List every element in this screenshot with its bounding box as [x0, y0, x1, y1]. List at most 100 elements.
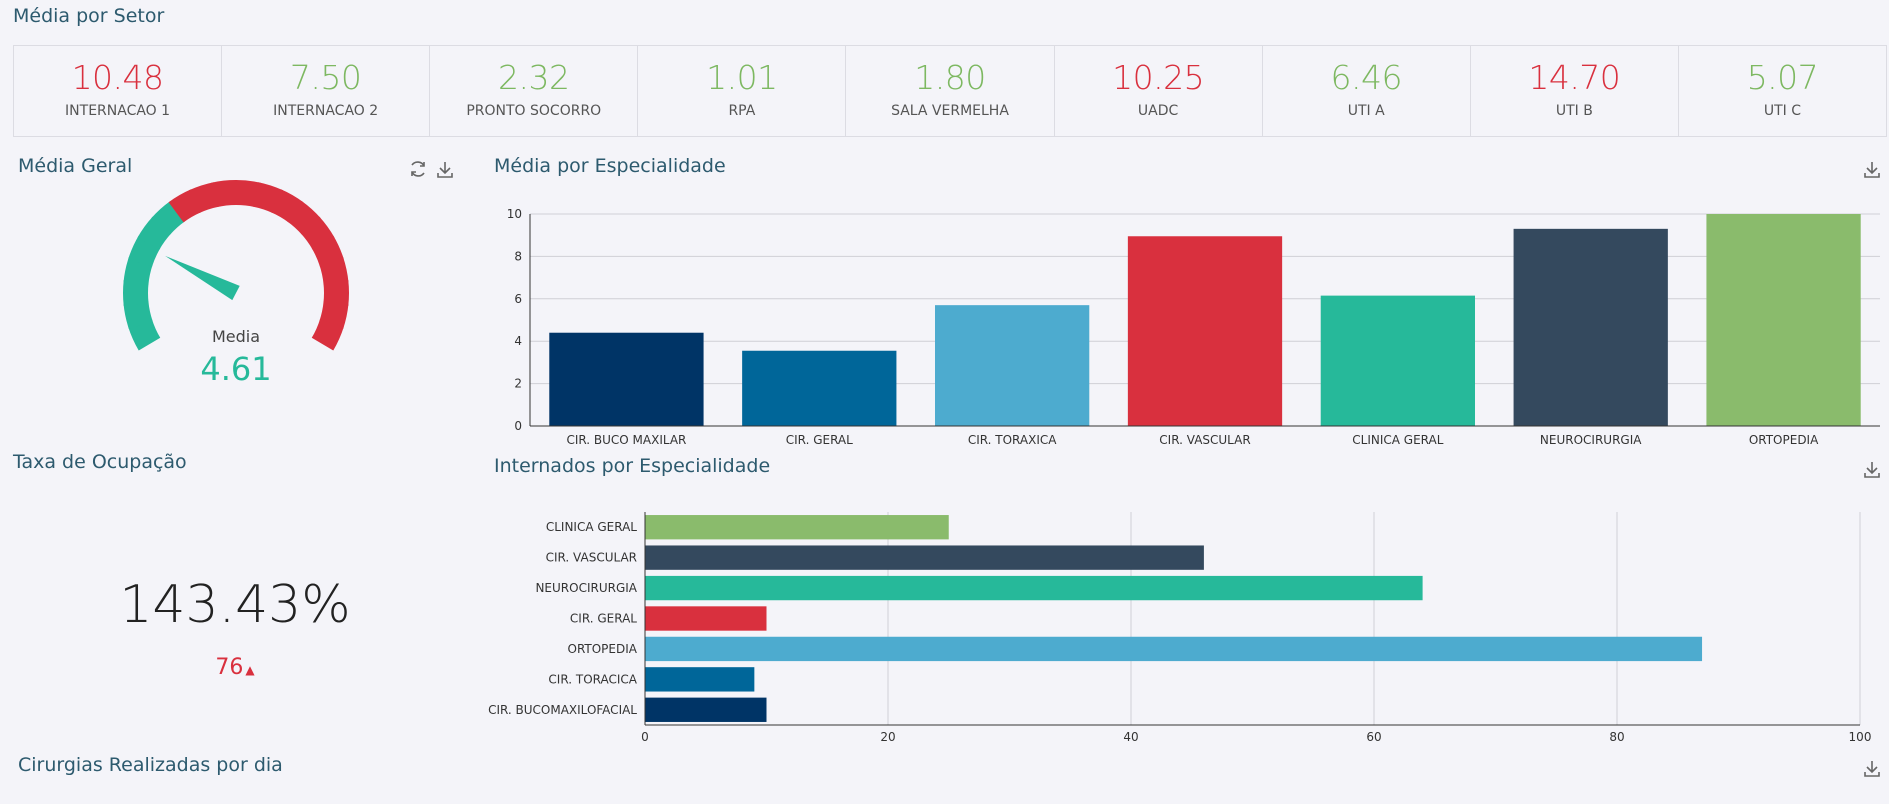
gauge-segment [311, 235, 344, 267]
bar [742, 350, 897, 426]
refresh-icon[interactable] [408, 159, 428, 183]
gauge-segment [311, 319, 344, 351]
taxa-ocupacao-title: Taxa de Ocupação [13, 451, 187, 473]
setor-kpi-label: PRONTO SOCORRO [466, 103, 602, 119]
setor-kpi-label: UADC [1137, 103, 1179, 119]
x-tick-label: CIR. GERAL [786, 433, 853, 447]
x-tick-label: 0 [641, 730, 649, 744]
setor-kpi-value: 10.48 [71, 58, 164, 97]
gauge-segment [234, 180, 261, 208]
gauge-segment [123, 280, 149, 306]
x-tick-label: 80 [1609, 730, 1624, 744]
download-icon[interactable] [435, 159, 455, 183]
setor-kpi-label: UTI A [1347, 103, 1385, 119]
x-tick-label: ORTOPEDIA [1749, 433, 1819, 447]
x-tick-label: CIR. VASCULAR [1159, 433, 1250, 447]
gauge-label: Media [211, 327, 261, 346]
bar [645, 636, 1703, 662]
media-geral-gauge [123, 180, 349, 351]
gauge-segment [123, 301, 153, 330]
download-icon[interactable] [1862, 159, 1882, 183]
bar [645, 697, 767, 722]
setor-kpi-label: SALA VERMELHA [891, 103, 1009, 119]
setor-kpi-value: 5.07 [1746, 58, 1819, 97]
bar [935, 305, 1090, 426]
gauge-segment [211, 180, 238, 208]
internados-especialidade-chart: 0 20 40 60 80 100 CLINICA GERAL CIR. VASCULAR NE… [488, 512, 1872, 744]
bar [645, 606, 767, 631]
setor-kpi: 5.07 UTI C [1679, 46, 1886, 136]
setor-kpi-value: 6.46 [1330, 58, 1402, 97]
setor-kpi-row: 10.48 INTERNACAO 1 7.50 INTERNACAO 2 2.32 PRO… [13, 45, 1887, 137]
y-tick-label: CIR. GERAL [570, 612, 637, 626]
y-tick-label: 0 [514, 419, 522, 433]
setor-kpi-value: 10.25 [1112, 58, 1205, 97]
setor-kpi-value: 2.32 [498, 58, 570, 97]
setor-kpi-label: UTI C [1763, 103, 1801, 119]
setor-kpi-value: 7.50 [289, 58, 362, 97]
setor-kpi-label: INTERNACAO 2 [273, 103, 379, 119]
internados-especialidade-title: Internados por Especialidade [494, 455, 771, 477]
setor-kpi-value: 14.70 [1528, 58, 1621, 97]
gauge-segment [188, 182, 219, 213]
setor-kpi: 1.80 SALA VERMELHA [846, 46, 1055, 136]
x-tick-label: CLINICA GERAL [1352, 433, 1443, 447]
x-tick-label: 20 [880, 730, 895, 744]
setor-kpi: 10.48 INTERNACAO 1 [14, 46, 223, 136]
media-especialidade-chart: 0 2 4 6 8 10 CIR. BUCO MAXILAR CIR. GERAL CIR. T… [507, 207, 1880, 447]
bar [645, 667, 755, 692]
y-tick-label: NEUROCIRURGIA [535, 581, 637, 595]
bar [549, 332, 704, 426]
gauge-segment [286, 200, 321, 235]
taxa-ocupacao-value: 143.43% [119, 575, 351, 635]
setor-kpi: 7.50 INTERNACAO 2 [222, 46, 431, 136]
y-tick-label: CIR. VASCULAR [546, 551, 637, 565]
x-tick-label: CIR. BUCO MAXILAR [566, 433, 686, 447]
y-tick-label: 4 [514, 334, 522, 348]
taxa-delta-value: 76 [215, 655, 244, 680]
taxa-delta: 76 ▲ [0, 655, 470, 680]
cirurgias-title: Cirurgias Realizadas por dia [18, 754, 283, 776]
gauge-needle [165, 255, 240, 301]
gauge-segment [128, 319, 161, 351]
x-tick-label: 40 [1123, 730, 1138, 744]
bar [645, 575, 1423, 601]
y-tick-label: CIR. BUCOMAXILOFACIAL [488, 703, 637, 717]
setor-kpi-value: 1.80 [914, 58, 986, 97]
gauge-segment [319, 256, 349, 285]
bar [1320, 295, 1475, 426]
x-tick-label: NEUROCIRURGIA [1540, 433, 1642, 447]
y-tick-label: 10 [507, 207, 522, 221]
y-tick-label: ORTOPEDIA [568, 642, 638, 656]
y-tick-label: 2 [514, 377, 522, 391]
media-por-setor-title: Média por Setor [13, 5, 165, 27]
arrow-up-icon: ▲ [245, 663, 255, 677]
x-tick-label: 100 [1849, 730, 1872, 744]
media-especialidade-title: Média por Especialidade [494, 155, 726, 177]
bar [1513, 228, 1668, 426]
gauge-segment [128, 235, 161, 267]
y-tick-label: 8 [514, 249, 522, 263]
x-tick-label: 60 [1366, 730, 1381, 744]
setor-kpi-label: INTERNACAO 1 [65, 103, 171, 119]
gauge-segment [137, 216, 172, 250]
media-geral-title: Média Geral [18, 155, 133, 177]
setor-kpi-label: RPA [728, 103, 756, 119]
bar [645, 545, 1204, 570]
bar [1706, 214, 1861, 426]
setor-kpi: 10.25 UADC [1055, 46, 1263, 136]
setor-kpi: 2.32 PRONTO SOCORRO [430, 46, 639, 136]
y-tick-label: CIR. TORACICA [548, 672, 637, 686]
download-icon[interactable] [1862, 758, 1882, 782]
setor-kpi: 6.46 UTI A [1263, 46, 1471, 136]
setor-kpi-label: UTI B [1555, 103, 1593, 119]
gauge-segment [323, 280, 349, 306]
bar [645, 515, 949, 540]
bar [1127, 236, 1283, 426]
setor-kpi-value: 1.01 [706, 58, 778, 97]
y-tick-label: 6 [514, 292, 522, 306]
x-tick-label: CIR. TORAXICA [968, 433, 1057, 447]
gauge-value: 4.61 [200, 350, 272, 388]
download-icon[interactable] [1862, 459, 1882, 483]
setor-kpi: 14.70 UTI B [1471, 46, 1679, 136]
